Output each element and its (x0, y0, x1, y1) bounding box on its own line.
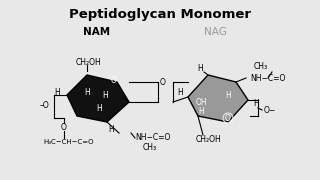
Text: O: O (225, 114, 231, 123)
Text: CH₃: CH₃ (143, 143, 157, 152)
Text: O: O (61, 123, 67, 132)
Text: H: H (102, 91, 108, 100)
Text: NH−C=O: NH−C=O (250, 73, 285, 82)
Text: NAG: NAG (204, 27, 227, 37)
Text: NAM: NAM (84, 27, 111, 37)
Text: O: O (111, 75, 117, 84)
Text: H: H (84, 87, 90, 96)
Text: O: O (160, 78, 166, 87)
Text: H: H (253, 98, 259, 107)
Text: H₃C−CH−C=O: H₃C−CH−C=O (44, 139, 94, 145)
Text: H: H (198, 107, 204, 116)
Text: CH₂OH: CH₂OH (76, 57, 102, 66)
Text: H: H (96, 103, 102, 112)
Text: CH₃: CH₃ (254, 62, 268, 71)
Text: H: H (197, 64, 203, 73)
Polygon shape (67, 75, 129, 122)
Text: CH₂OH: CH₂OH (195, 136, 221, 145)
Polygon shape (188, 75, 248, 122)
Text: OH: OH (195, 98, 207, 107)
Text: H: H (177, 87, 183, 96)
Text: NH−C=O: NH−C=O (135, 134, 170, 143)
Text: H: H (225, 91, 231, 100)
Text: O−: O− (264, 105, 276, 114)
Text: H: H (108, 125, 114, 134)
Text: H: H (54, 87, 60, 96)
Text: Peptidoglycan Monomer: Peptidoglycan Monomer (69, 8, 251, 21)
Text: –O: –O (40, 100, 50, 109)
